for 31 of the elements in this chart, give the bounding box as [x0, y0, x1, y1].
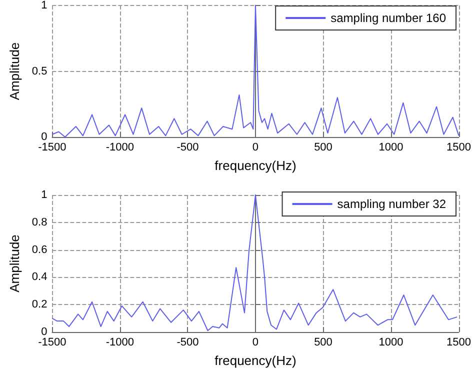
- y-tick-label: 1: [41, 0, 48, 12]
- line-series: [52, 194, 458, 332]
- x-tick-label: 1000: [378, 142, 404, 154]
- x-tick-label: -1000: [106, 142, 134, 154]
- legend-label: sampling number 160: [330, 11, 446, 25]
- x-tick-label: 500: [314, 336, 332, 348]
- y-tick-label: 0.6: [32, 244, 48, 256]
- x-tick-label: -1500: [38, 336, 66, 348]
- x-tick-label: 500: [314, 142, 332, 154]
- y-axis-title: Amplitude: [7, 234, 22, 292]
- x-tick-label: -1000: [106, 336, 134, 348]
- y-tick-label: 1: [41, 189, 48, 201]
- y-tick-label: 0.8: [32, 216, 48, 228]
- x-tick-label: 1500: [446, 142, 472, 154]
- y-tick-label: 0: [41, 131, 48, 143]
- x-tick-label: 1500: [446, 336, 472, 348]
- line-series: [52, 5, 460, 138]
- legend-label: sampling number 32: [337, 197, 446, 211]
- x-axis-title: frequency(Hz): [214, 158, 296, 173]
- x-axis-title: frequency(Hz): [214, 353, 296, 368]
- y-tick-label: 0: [41, 326, 48, 338]
- y-tick-label: 0.4: [32, 271, 48, 284]
- y-tick-label: 0.5: [32, 65, 48, 78]
- x-tick-label: -500: [176, 142, 199, 154]
- x-tick-label: 0: [252, 336, 259, 348]
- x-tick-label: 1000: [378, 336, 404, 348]
- x-tick-label: 0: [252, 142, 259, 154]
- y-tick-label: 0.2: [32, 298, 48, 311]
- y-axis-title: Amplitude: [7, 42, 22, 100]
- x-tick-label: -500: [176, 336, 199, 348]
- x-tick-label: -1500: [38, 142, 66, 154]
